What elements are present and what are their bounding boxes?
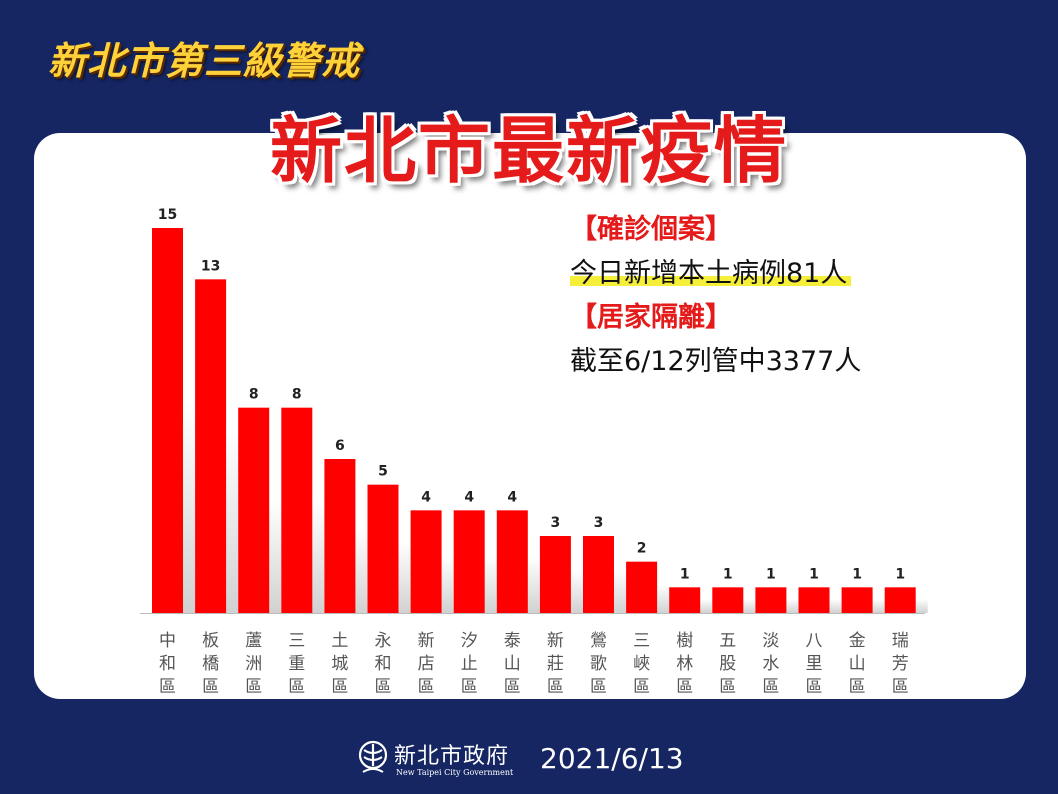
bar-13 <box>712 587 744 613</box>
data-label-9: 3 <box>551 515 561 531</box>
category-label-1: 板橋區 <box>202 631 219 697</box>
data-label-16: 1 <box>852 566 862 582</box>
info-box: 【確診個案】 今日新增本土病例81人 【居家隔離】 截至6/12列管中3377人 <box>570 208 861 384</box>
data-label-11: 2 <box>637 541 647 557</box>
category-label-16: 金山區 <box>849 631 866 697</box>
government-name: 新北市政府 <box>394 744 510 769</box>
category-label-9: 新莊區 <box>547 631 564 697</box>
data-label-15: 1 <box>809 566 819 582</box>
bar-shadow <box>568 570 583 613</box>
report-date: 2021/6/13 <box>540 742 684 775</box>
bar-0 <box>152 228 183 613</box>
bar-7 <box>453 510 485 613</box>
data-label-17: 1 <box>895 566 905 582</box>
data-label-7: 4 <box>464 489 474 505</box>
bar-shadow <box>612 570 626 613</box>
data-label-8: 4 <box>507 489 517 505</box>
bar-shadow <box>396 542 411 613</box>
bar-15 <box>798 587 830 613</box>
category-label-5: 永和區 <box>375 631 392 697</box>
category-label-8: 泰山區 <box>504 631 521 697</box>
data-label-5: 5 <box>378 464 388 480</box>
bar-shadow <box>698 598 713 613</box>
bar-1 <box>195 279 227 613</box>
bar-shadow <box>741 598 756 613</box>
quarantine-heading: 【居家隔離】 <box>570 302 732 333</box>
bar-9 <box>539 536 571 613</box>
bar-14 <box>755 587 787 613</box>
bar-10 <box>583 536 614 613</box>
category-label-6: 新店區 <box>418 631 435 697</box>
bar-shadow <box>655 584 670 613</box>
bar-shadow <box>870 598 885 613</box>
bar-3 <box>281 407 313 613</box>
data-label-14: 1 <box>766 566 776 582</box>
bar-shadow <box>784 598 799 613</box>
alert-level-title: 新北市第三級警戒 <box>48 39 361 83</box>
government-name-english: New Taipei City Government <box>396 768 514 777</box>
main-title: 新北市最新疫情 <box>269 109 788 193</box>
bar-11 <box>626 561 658 613</box>
category-label-3: 三重區 <box>288 631 305 697</box>
bar-shadow <box>525 556 540 613</box>
bar-17 <box>884 587 916 613</box>
data-label-4: 6 <box>335 438 345 454</box>
bar-shadow <box>439 556 454 613</box>
bar-shadow <box>267 500 282 613</box>
bar-shadow <box>224 429 239 613</box>
category-label-0: 中和區 <box>159 631 176 697</box>
quarantine-text: 截至6/12列管中3377人 <box>570 346 862 377</box>
bar-shadow <box>913 598 928 613</box>
data-label-6: 4 <box>421 489 431 505</box>
bar-shadow <box>181 401 195 613</box>
bar-2 <box>238 407 270 613</box>
category-label-10: 鶯歌區 <box>590 631 607 697</box>
category-label-17: 瑞芳區 <box>892 631 909 697</box>
category-label-14: 淡水區 <box>762 631 779 697</box>
data-label-1: 13 <box>201 258 220 274</box>
data-label-10: 3 <box>594 515 604 531</box>
data-label-3: 8 <box>292 387 302 403</box>
data-label-2: 8 <box>249 387 259 403</box>
bar-5 <box>367 484 399 613</box>
confirmed-heading: 【確診個案】 <box>570 214 732 245</box>
new-taipei-logo-icon <box>358 740 388 773</box>
bar-16 <box>841 587 873 613</box>
category-label-4: 土城區 <box>331 631 348 697</box>
data-label-12: 1 <box>680 566 690 582</box>
bar-4 <box>324 459 356 613</box>
category-label-7: 汐止區 <box>461 631 478 697</box>
bar-shadow <box>827 598 842 613</box>
data-label-0: 15 <box>158 207 177 223</box>
bar-shadow <box>310 500 325 613</box>
bar-shadow <box>353 528 368 613</box>
confirmed-text: 今日新增本土病例81人 <box>570 258 848 289</box>
category-label-11: 三峽區 <box>633 631 650 697</box>
category-label-13: 五股區 <box>719 631 736 697</box>
data-label-13: 1 <box>723 566 733 582</box>
category-label-15: 八里區 <box>806 631 823 697</box>
bar-8 <box>496 510 528 613</box>
category-label-2: 蘆洲區 <box>245 631 262 697</box>
category-label-12: 樹林區 <box>676 631 693 697</box>
bar-12 <box>669 587 701 613</box>
bar-6 <box>410 510 442 613</box>
bar-shadow <box>482 556 497 613</box>
